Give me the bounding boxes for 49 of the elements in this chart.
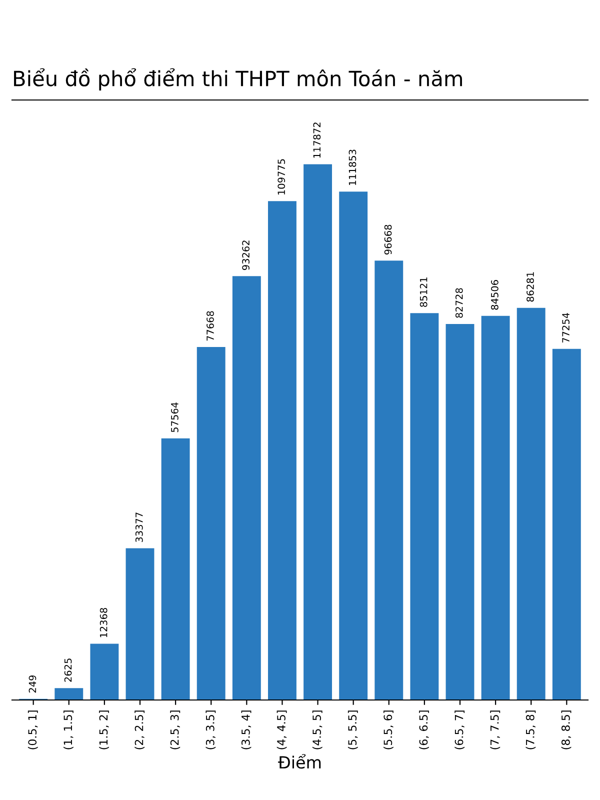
x-tick-label: (4.5, 5] [312, 710, 322, 750]
bar [161, 438, 190, 700]
x-tick-label: (3, 3.5] [206, 710, 216, 750]
data-label: 96668 [384, 224, 392, 254]
x-axis-title: Điểm [278, 754, 321, 769]
x-tick-label: (2, 2.5] [134, 710, 145, 750]
data-label: 82728 [455, 288, 463, 318]
bar [516, 308, 546, 700]
data-label: 84506 [491, 280, 498, 310]
x-tick-label: (1.5, 2] [99, 710, 109, 750]
data-label: 111853 [348, 150, 356, 186]
x-tick-label: (6, 6.5] [419, 710, 429, 750]
x-tick-label: (2.5, 3] [170, 710, 180, 750]
data-label: 109775 [278, 159, 286, 194]
data-label: 85121 [420, 278, 428, 307]
x-tick-label: (8, 8.5] [561, 710, 572, 750]
bar [54, 688, 84, 700]
data-label: 249 [28, 675, 36, 693]
x-tick-label: (4, 4.5] [276, 710, 287, 750]
data-label: 77254 [562, 312, 570, 343]
bar [552, 348, 581, 700]
bar [232, 276, 261, 700]
bar [481, 316, 510, 700]
x-tick-label: (7, 7.5] [490, 710, 500, 750]
x-tick-label: (3.5, 4] [241, 710, 252, 750]
bar [196, 347, 226, 700]
bar [126, 548, 154, 700]
x-tick-label: (7.5, 8] [526, 710, 536, 750]
chart-title: Biểu đồ phổ điểm thi THPT môn Toán - năm [14, 68, 462, 90]
data-label: 2625 [64, 658, 72, 682]
x-tick-label: (5, 5.5] [348, 710, 358, 750]
bar [90, 644, 119, 700]
x-tick-label: (5.5, 6] [384, 710, 394, 750]
bar [339, 192, 368, 700]
bar [268, 201, 296, 700]
x-tick-label: (6.5, 7] [454, 710, 465, 750]
bar [446, 324, 474, 700]
data-label: 86281 [526, 272, 534, 302]
data-label: 117872 [313, 122, 321, 158]
bar [304, 164, 332, 700]
data-label: 77668 [206, 311, 214, 341]
bar [374, 260, 404, 700]
bar [410, 313, 439, 700]
data-label: 12368 [100, 608, 108, 638]
x-tick-label: (1, 1.5] [64, 710, 74, 750]
data-label: 33377 [135, 512, 143, 542]
x-tick-label: (0.5, 1] [28, 710, 38, 750]
data-label: 93262 [242, 240, 250, 270]
data-label: 57564 [171, 402, 178, 432]
